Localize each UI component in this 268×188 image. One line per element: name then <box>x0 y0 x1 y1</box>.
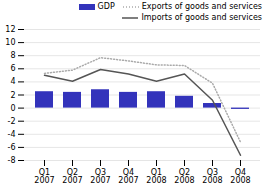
svg-text:-2: -2 <box>8 117 16 126</box>
svg-text:Q32007: Q32007 <box>90 168 110 185</box>
svg-text:10: 10 <box>5 38 15 47</box>
svg-text:Q32008: Q32008 <box>202 168 222 185</box>
svg-text:12: 12 <box>5 25 15 34</box>
svg-text:-4: -4 <box>8 130 16 139</box>
svg-text:Q12008: Q12008 <box>146 168 166 185</box>
html-text:GDP: GDP <box>97 2 115 11</box>
svg-text:Q22008: Q22008 <box>174 168 194 185</box>
svg-text:6: 6 <box>10 64 15 73</box>
svg-text:Q12007: Q12007 <box>34 168 54 185</box>
svg-text:Q42007: Q42007 <box>118 168 138 185</box>
svg-text:0: 0 <box>10 104 15 113</box>
html-text:Exports of goods and services: Exports of goods and services <box>141 2 262 11</box>
svg-text:2: 2 <box>10 91 15 100</box>
svg-text:8: 8 <box>10 51 15 60</box>
html-text:Imports of goods and services: Imports of goods and services <box>141 13 262 22</box>
svg-text:Q42008: Q42008 <box>230 168 250 185</box>
svg-text:-8: -8 <box>8 156 16 165</box>
svg-text:Q22007: Q22007 <box>62 168 82 185</box>
svg-text:4: 4 <box>10 77 15 86</box>
svg-text:-6: -6 <box>8 143 16 152</box>
